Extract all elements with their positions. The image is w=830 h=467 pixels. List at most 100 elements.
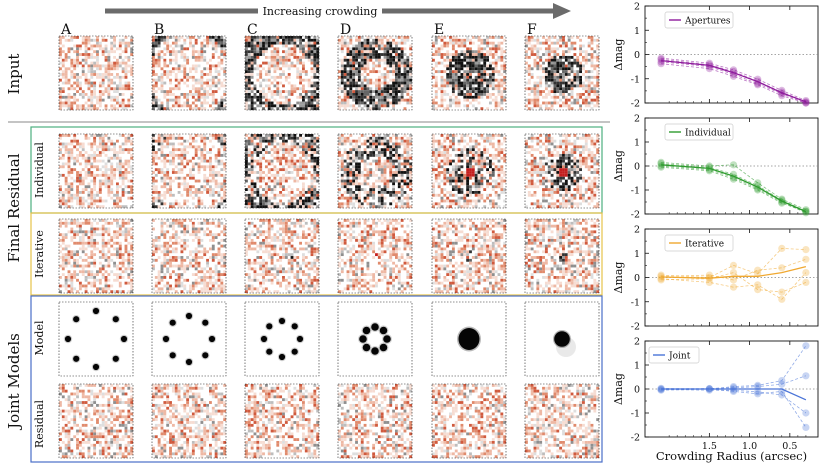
- data-point: [802, 409, 810, 417]
- legend-label: Joint: [668, 352, 691, 362]
- row-label-final-residual: Final Residual: [5, 153, 23, 262]
- iterative-residual-tile: [244, 218, 320, 294]
- series-line: [661, 63, 807, 104]
- legend-box: [664, 11, 734, 29]
- joint-residual-tile: [244, 383, 320, 459]
- x-tick-label: 1.5: [702, 441, 717, 452]
- data-point: [729, 161, 738, 169]
- data-point: [778, 377, 786, 385]
- individual-residual-tile: [151, 133, 227, 209]
- joint-residual-tile: [151, 383, 227, 459]
- data-point: [657, 162, 665, 170]
- data-point: [705, 278, 714, 286]
- data-point: [754, 390, 762, 398]
- iterative-box: [30, 212, 603, 296]
- data-point: [729, 283, 738, 291]
- data-point: [657, 272, 665, 280]
- y-axis-label: Δmag: [612, 39, 625, 71]
- data-point: [778, 195, 786, 203]
- data-point: [754, 266, 762, 274]
- x-axis-label: Crowding Radius (arcsec): [656, 449, 807, 463]
- row-label-input: Input: [5, 54, 23, 95]
- row-label-joint-models: Joint Models: [5, 333, 23, 431]
- x-tick-label: 0.5: [782, 441, 797, 452]
- model-tile: [151, 301, 227, 377]
- data-point: [778, 244, 786, 252]
- y-tick-label: 2: [634, 2, 640, 13]
- y-axis-label: Δmag: [612, 373, 625, 405]
- y-tick-label: 2: [634, 337, 640, 348]
- data-point: [729, 276, 738, 284]
- image-grid: [58, 35, 600, 459]
- y-axis-label: Δmag: [612, 150, 625, 182]
- y-tick-label: -1: [631, 74, 640, 85]
- data-point: [754, 381, 762, 389]
- y-tick-label: -2: [631, 99, 640, 110]
- chart-panel-joint: -2 -1 0 1 2 1.5 1.0 0.5 Δmag Crowding Radius (arc…: [612, 337, 819, 463]
- data-point: [729, 269, 738, 277]
- y-tick-label: 1: [634, 249, 640, 260]
- y-tick-label: 0: [634, 385, 640, 396]
- data-point: [705, 65, 714, 73]
- individual-residual-tile: [244, 133, 320, 209]
- row-label-individual: Individual: [33, 142, 46, 198]
- x-tick-label: 1.0: [742, 441, 757, 452]
- chart-panel-apertures: -2 -1 0 1 2 Δmag Apertures: [612, 2, 819, 110]
- data-point: [802, 423, 810, 431]
- joint-residual-tile: [58, 383, 134, 459]
- legend-box: [664, 123, 734, 141]
- legend-box: [664, 234, 734, 252]
- joint-box: [30, 295, 603, 463]
- data-point: [705, 271, 714, 279]
- y-tick-label: -2: [631, 322, 640, 333]
- y-tick-label: 2: [634, 114, 640, 125]
- y-axis-label: Δmag: [612, 262, 625, 294]
- y-tick-label: 2: [634, 225, 640, 236]
- individual-residual-tile: [58, 133, 134, 209]
- series-line: [661, 247, 806, 278]
- data-point: [802, 372, 810, 380]
- input-tile: [58, 35, 134, 111]
- column-label: A: [60, 22, 72, 38]
- row-label-residual: Residual: [33, 399, 46, 448]
- individual-residual-tile: [524, 133, 600, 209]
- series-line: [661, 165, 807, 214]
- data-point: [657, 54, 665, 62]
- data-point: [802, 246, 810, 254]
- series-line: [661, 272, 807, 293]
- input-tile: [524, 35, 600, 111]
- series-line: [661, 166, 807, 212]
- column-label: B: [154, 22, 164, 38]
- joint-residual-tile: [431, 383, 507, 459]
- model-tile: [244, 301, 320, 377]
- y-tick-label: 1: [634, 361, 640, 372]
- chart-panel-individual: -2 -1 0 1 2 Δmag Individual: [612, 114, 819, 221]
- data-point: [778, 288, 786, 296]
- input-tile: [151, 35, 227, 111]
- data-point: [657, 386, 665, 394]
- row-label-iterative: Iterative: [33, 230, 46, 278]
- chart-panel-iterative: -2 -1 0 1 2 Δmag Iterative: [612, 225, 819, 333]
- data-point: [778, 380, 786, 388]
- arrow-label: Increasing crowding: [263, 5, 378, 18]
- row-label-model: Model: [33, 320, 46, 355]
- data-point: [657, 276, 665, 284]
- iterative-residual-tile: [431, 218, 507, 294]
- data-point: [778, 295, 786, 303]
- series-line: [661, 163, 807, 212]
- legend-label: Apertures: [684, 17, 731, 27]
- data-point: [754, 179, 762, 187]
- data-point: [802, 342, 810, 350]
- iterative-residual-tile: [151, 218, 227, 294]
- iterative-residual-tile: [524, 218, 600, 294]
- model-tile: [524, 301, 600, 377]
- data-point: [657, 60, 665, 68]
- individual-residual-tile: [431, 133, 507, 209]
- data-point: [754, 281, 762, 289]
- legend-box: [648, 346, 700, 364]
- y-tick-label: 0: [634, 273, 640, 284]
- crowding-arrow: Increasing crowding: [105, 3, 571, 19]
- series-line: [661, 57, 807, 101]
- joint-residual-tile: [337, 383, 413, 459]
